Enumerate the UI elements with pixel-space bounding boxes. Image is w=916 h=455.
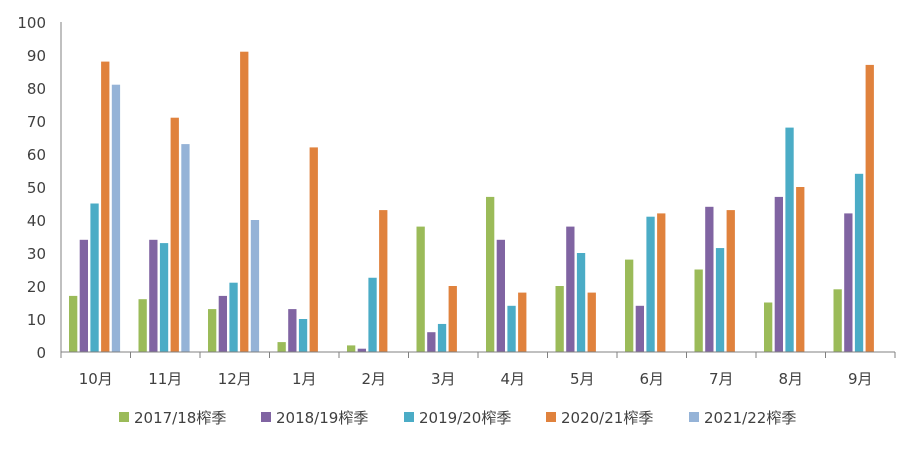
bar [250,220,260,352]
bar [576,253,586,352]
legend-swatch [546,412,556,422]
bar [277,342,286,352]
bar [427,332,436,352]
bar [69,295,78,352]
bar [90,203,99,352]
legend-label: 2020/21榨季 [561,409,653,427]
x-tick-label: 11月 [148,370,182,388]
bar [518,292,527,352]
bar [694,269,703,352]
bar [149,239,158,352]
x-tick-label: 2月 [361,370,386,388]
bar [357,348,366,352]
bar [159,243,169,352]
x-tick-label: 6月 [639,370,664,388]
bar [416,226,425,352]
bar [298,319,308,352]
bar [854,173,864,352]
bar [865,64,874,353]
bar [111,84,121,352]
y-tick-label: 100 [17,14,46,32]
bar [796,187,805,352]
bar [507,305,516,352]
x-tick-label: 8月 [778,370,803,388]
legend-label: 2019/20榨季 [419,409,511,427]
bar [379,210,388,352]
bar [715,248,725,352]
bar [101,61,110,352]
bar-marks [69,51,874,353]
bar [240,51,249,352]
x-tick-label: 9月 [848,370,873,388]
bar [170,117,179,352]
bar [705,206,714,352]
y-tick-label: 40 [27,212,46,230]
y-tick-label: 90 [27,47,46,65]
x-tick-label: 1月 [292,370,317,388]
x-tick-label: 4月 [500,370,525,388]
legend-label: 2021/22榨季 [704,409,796,427]
bar [138,299,147,352]
legend: 2017/18榨季 2018/19榨季 2019/20榨季 2020/21榨季 2021… [119,409,796,427]
bar [566,226,575,352]
y-tick-label: 60 [27,146,46,164]
legend-swatch [261,412,271,422]
bar [368,277,377,352]
bar [833,289,842,352]
bar [181,144,190,352]
bar [229,282,238,352]
x-tick-label: 3月 [431,370,456,388]
y-tick-label: 30 [27,245,46,263]
bar [496,239,505,352]
bar [657,213,666,352]
x-tick-label: 5月 [570,370,595,388]
bar [774,196,783,352]
legend-label: 2017/18榨季 [134,409,226,427]
y-tick-label: 10 [27,311,46,329]
x-tick-label: 12月 [218,370,252,388]
bar [79,239,88,352]
bar [309,147,318,352]
y-tick-label: 50 [27,179,46,197]
x-axis-tick-marks [60,352,896,358]
y-tick-label: 80 [27,80,46,98]
y-axis-tick-labels: 0 10 20 30 40 50 60 70 80 90 100 [17,14,46,362]
legend-swatch [689,412,699,422]
bar [587,292,596,352]
bar [437,323,447,352]
bar [764,302,773,352]
bar [208,309,217,352]
legend-swatch [119,412,129,422]
bar [448,286,457,352]
y-tick-label: 70 [27,113,46,131]
bar [486,196,495,352]
bar [347,345,356,352]
x-tick-label: 10月 [79,370,113,388]
bar [625,259,634,352]
bar [555,286,564,352]
legend-label: 2018/19榨季 [276,409,368,427]
bar [288,309,297,352]
y-tick-label: 0 [36,344,46,362]
bar [726,210,735,352]
bar [844,213,853,352]
bar [218,295,227,352]
bar [785,127,794,352]
bar [635,305,644,352]
x-axis-tick-labels: 10月 11月 12月 1月 2月 3月 4月 5月 6月 7月 8月 9月 [79,370,873,388]
x-tick-label: 7月 [709,370,734,388]
bar [646,216,655,352]
y-tick-label: 20 [27,278,46,296]
legend-swatch [404,412,414,422]
